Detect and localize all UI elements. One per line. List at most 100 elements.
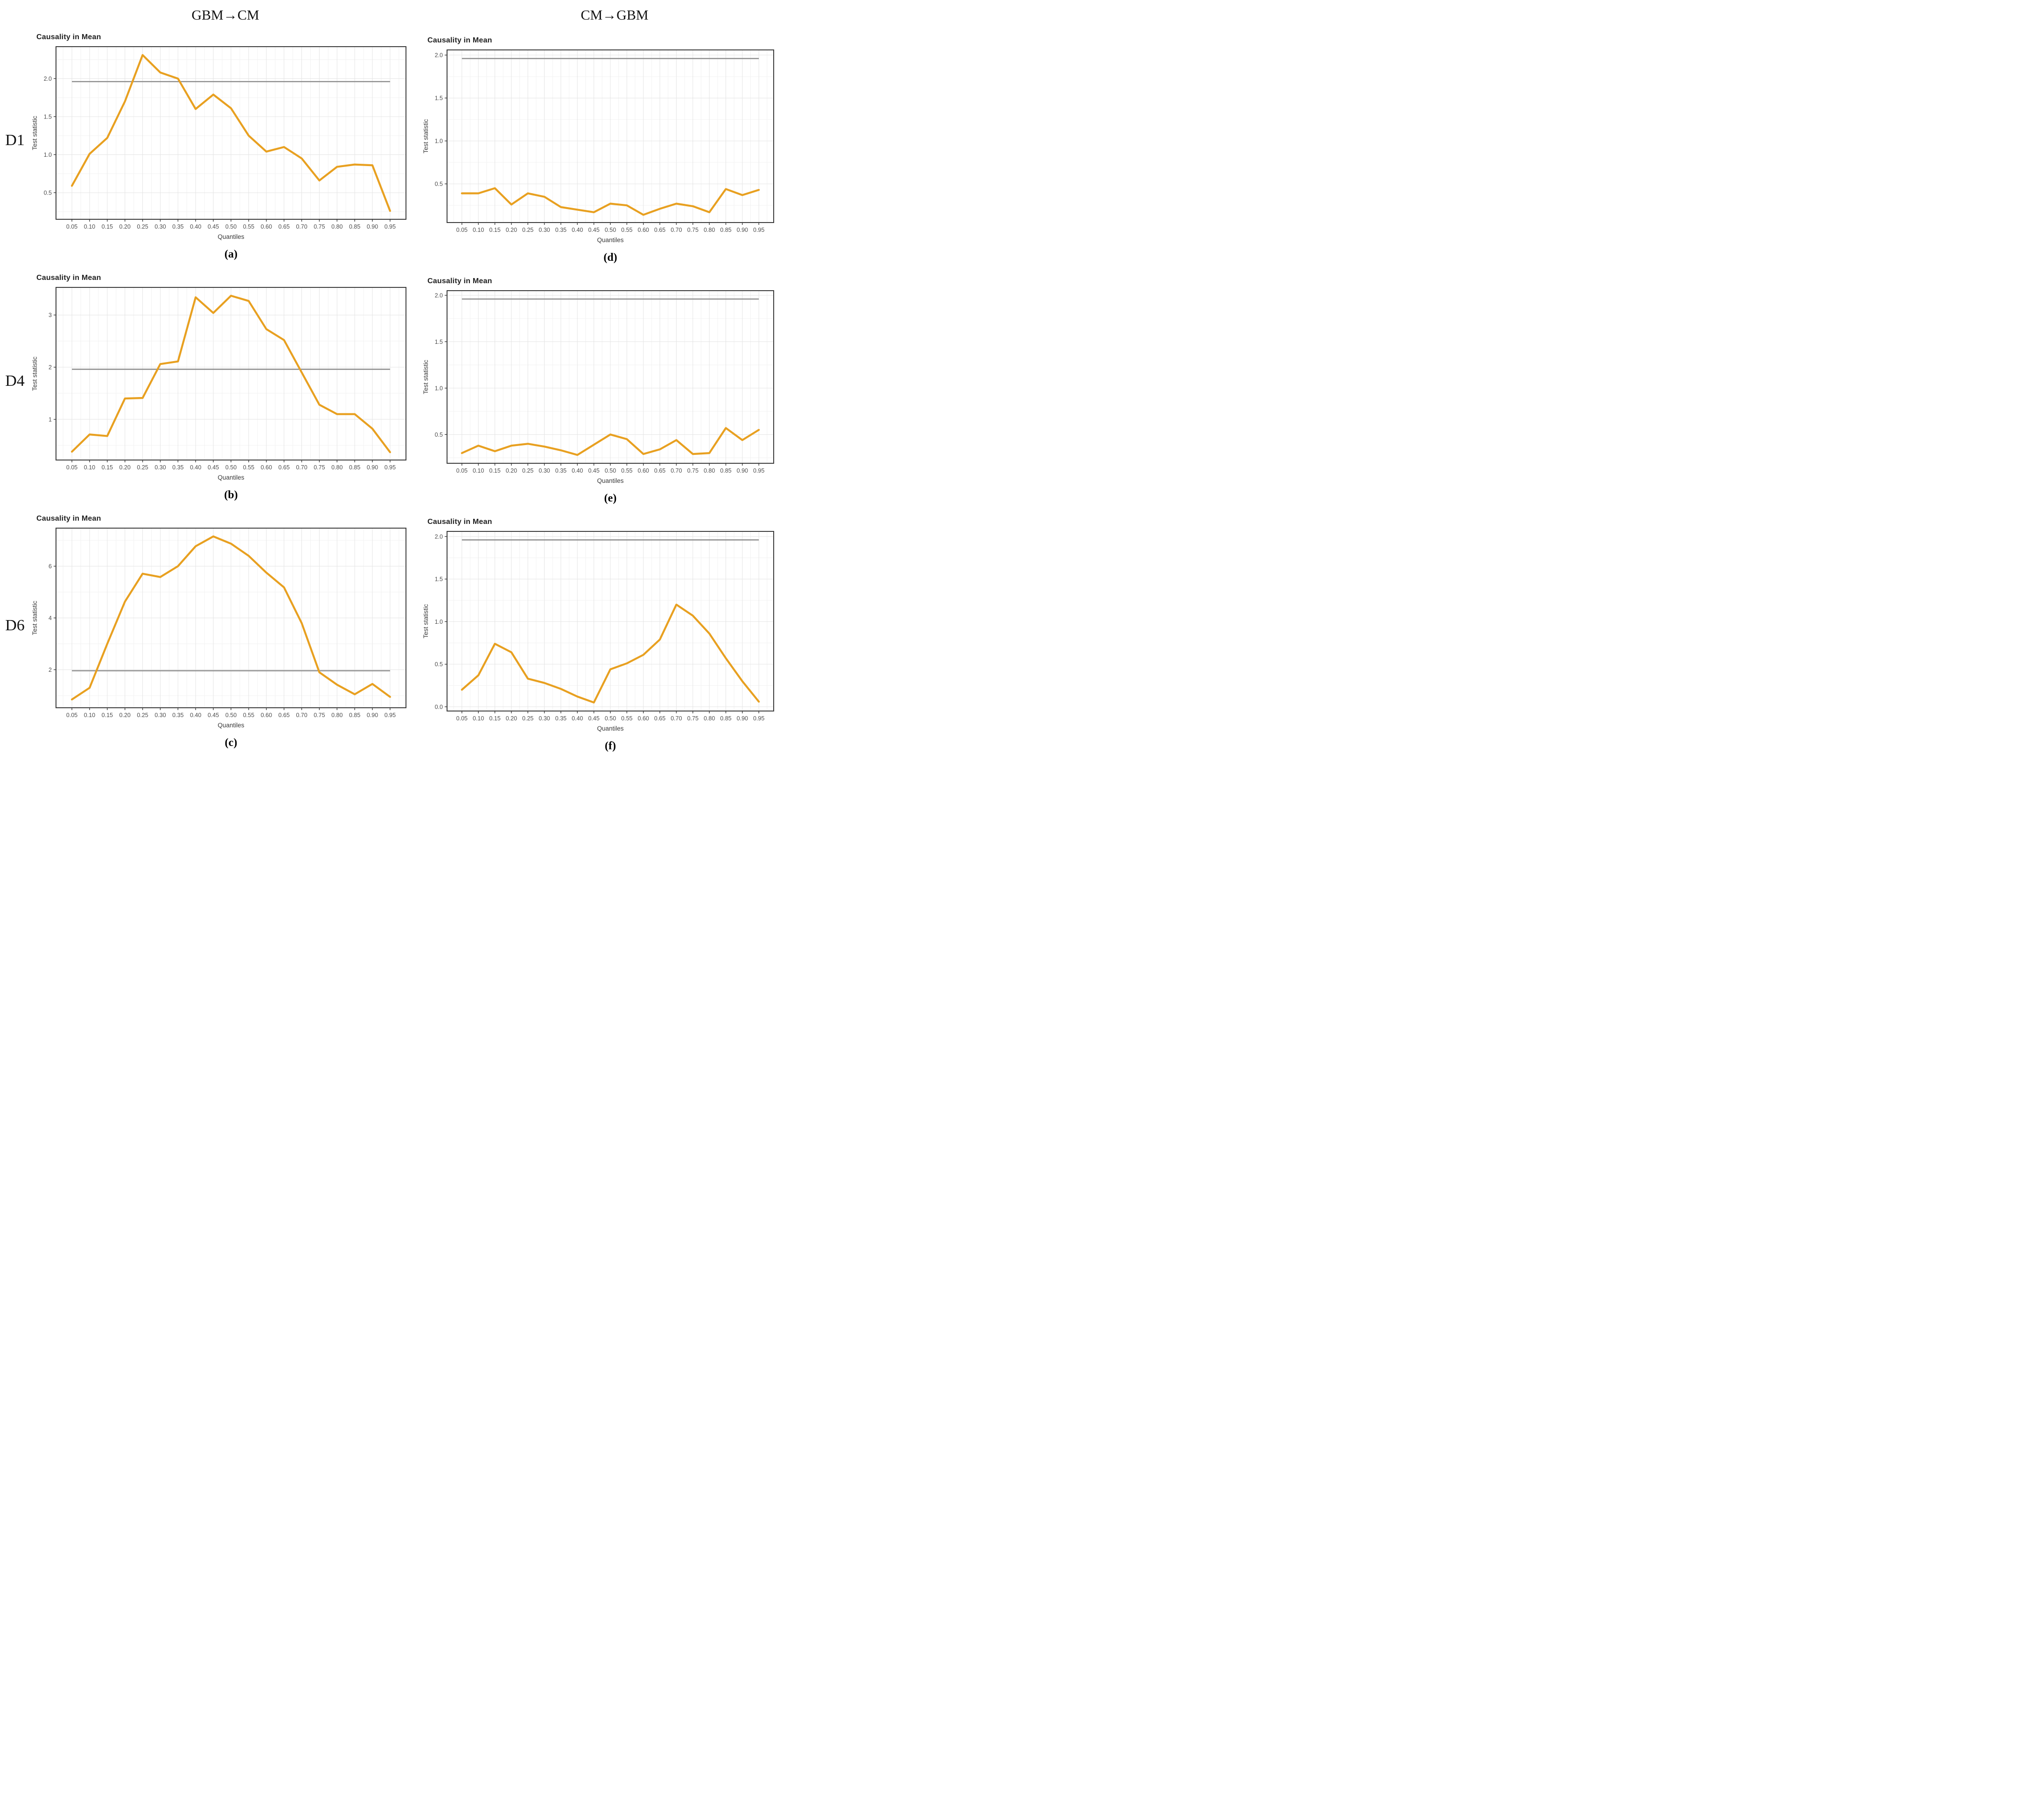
y-tick-label: 1.0: [435, 138, 443, 145]
chart-e-title: Causality in Mean: [427, 277, 492, 285]
x-tick-label: 0.40: [190, 464, 201, 471]
y-tick-label: 1.5: [435, 95, 443, 102]
x-tick-label: 0.55: [243, 464, 254, 471]
chart-a-title: Causality in Mean: [36, 33, 101, 41]
x-tick-label: 0.65: [278, 712, 289, 718]
x-tick-label: 0.65: [278, 464, 289, 471]
y-tick-label: 1.0: [435, 619, 443, 625]
x-tick-label: 0.35: [172, 712, 183, 718]
x-tick-label: 0.30: [538, 467, 550, 474]
x-tick-label: 0.30: [538, 227, 550, 233]
x-tick-label: 0.70: [671, 227, 682, 233]
x-tick-label: 0.55: [243, 712, 254, 718]
x-tick-label: 0.30: [154, 464, 166, 471]
x-tick-label: 0.25: [522, 467, 533, 474]
x-tick-label: 0.60: [638, 467, 649, 474]
chart-f-title: Causality in Mean: [427, 518, 492, 526]
y-axis-title: Test statistic: [422, 604, 429, 638]
x-tick-label: 0.45: [208, 223, 219, 230]
x-tick-label: 0.60: [638, 227, 649, 233]
row-d6: D6 Causality in Mean 0.05 0.10 0.15 0.20 0.2…: [0, 511, 808, 753]
x-tick-label: 0.10: [473, 467, 484, 474]
x-tick-label: 0.25: [137, 712, 148, 718]
x-tick-label: 0.85: [349, 712, 360, 718]
x-tick-label: 0.15: [489, 467, 500, 474]
x-tick-label: 0.40: [190, 223, 201, 230]
x-tick-label: 0.65: [654, 715, 665, 722]
y-tick-label: 1.5: [435, 339, 443, 345]
x-tick-label: 0.15: [102, 464, 113, 471]
chart-e-caption: (e): [604, 492, 617, 504]
row-label-d4: D4: [5, 372, 25, 390]
y-tick-label: 0.5: [44, 189, 52, 196]
x-tick-label: 0.15: [102, 223, 113, 230]
x-tick-label: 0.40: [190, 712, 201, 718]
y-axis-title: Test statistic: [422, 119, 429, 153]
row-label-d1: D1: [5, 132, 25, 149]
x-tick-label: 0.10: [473, 227, 484, 233]
x-axis-title: Quantiles: [597, 477, 623, 484]
x-tick-label: 0.60: [261, 712, 272, 718]
x-tick-label: 0.20: [506, 227, 517, 233]
x-tick-label: 0.40: [572, 715, 583, 722]
y-axis-title: Test statistic: [31, 116, 38, 150]
x-tick-label: 0.55: [243, 223, 254, 230]
y-tick-label: 1.5: [44, 113, 52, 120]
x-tick-label: 0.80: [331, 712, 343, 718]
x-tick-label: 0.05: [456, 227, 468, 233]
y-axis-title: Test statistic: [31, 600, 38, 635]
x-tick-label: 0.90: [367, 223, 378, 230]
x-axis-title: Quantiles: [597, 725, 623, 732]
x-tick-label: 0.10: [84, 223, 95, 230]
x-tick-label: 0.25: [522, 227, 533, 233]
chart-c-canvas: 0.05 0.10 0.15 0.20 0.25 0.30 0.35 0.40 0.45 0.50…: [31, 528, 406, 729]
x-tick-label: 0.35: [555, 227, 566, 233]
x-tick-label: 0.75: [314, 464, 325, 471]
row-d4: D4 Causality in Mean 0.05 0.10 0.15 0.20 0.2…: [0, 271, 808, 505]
x-tick-label: 0.10: [84, 464, 95, 471]
x-tick-label: 0.50: [605, 467, 616, 474]
y-tick-label: 1.0: [44, 152, 52, 158]
chart-b: Causality in Mean 0.05 0.10 0.15 0.20 0.25 0.…: [30, 274, 421, 502]
x-tick-label: 0.90: [737, 227, 748, 233]
x-tick-label: 0.30: [154, 712, 166, 718]
x-tick-label: 0.40: [572, 467, 583, 474]
chart-e-canvas: 0.05 0.10 0.15 0.20 0.25 0.30 0.35 0.40 0.45 0.50…: [422, 290, 774, 484]
x-tick-label: 0.25: [522, 715, 533, 722]
x-tick-label: 0.70: [296, 223, 307, 230]
x-tick-label: 0.50: [225, 223, 237, 230]
y-tick-label: 1: [49, 416, 52, 423]
x-tick-label: 0.85: [720, 467, 731, 474]
x-tick-label: 0.35: [555, 467, 566, 474]
series-line: [461, 427, 760, 456]
x-tick-label: 0.05: [66, 712, 77, 718]
x-tick-label: 0.35: [172, 464, 183, 471]
chart-d: Causality in Mean 0.05 0.10 0.15 0.20 0.25 0.…: [421, 30, 808, 264]
x-tick-label: 0.45: [588, 715, 599, 722]
x-axis-title: Quantiles: [217, 474, 244, 481]
x-tick-label: 0.25: [137, 464, 148, 471]
x-tick-label: 0.50: [225, 712, 237, 718]
y-tick-label: 3: [49, 312, 52, 319]
chart-b-title: Causality in Mean: [36, 274, 101, 282]
x-tick-label: 0.20: [506, 715, 517, 722]
y-tick-label: 2.0: [435, 292, 443, 299]
x-tick-label: 0.20: [119, 223, 131, 230]
x-tick-label: 0.10: [473, 715, 484, 722]
x-tick-label: 0.80: [704, 715, 715, 722]
chart-e: Causality in Mean 0.05 0.10 0.15 0.20 0.25 0.…: [421, 271, 808, 505]
x-tick-label: 0.35: [172, 223, 183, 230]
chart-c-title: Causality in Mean: [36, 515, 101, 523]
x-tick-label: 0.55: [621, 715, 632, 722]
column-header-cm-gbm: CM→GBM: [580, 7, 649, 23]
x-axis-title: Quantiles: [217, 722, 244, 729]
column-header-gbm-cm: GBM→CM: [191, 7, 259, 23]
chart-d-canvas: 0.05 0.10 0.15 0.20 0.25 0.30 0.35 0.40 0.45 0.50…: [422, 49, 774, 244]
x-tick-label: 0.70: [671, 467, 682, 474]
x-tick-label: 0.70: [671, 715, 682, 722]
x-tick-label: 0.75: [687, 467, 699, 474]
x-tick-label: 0.65: [654, 467, 665, 474]
y-tick-label: 0.5: [435, 661, 443, 668]
y-tick-label: 0.5: [435, 181, 443, 188]
x-tick-label: 0.85: [349, 223, 360, 230]
